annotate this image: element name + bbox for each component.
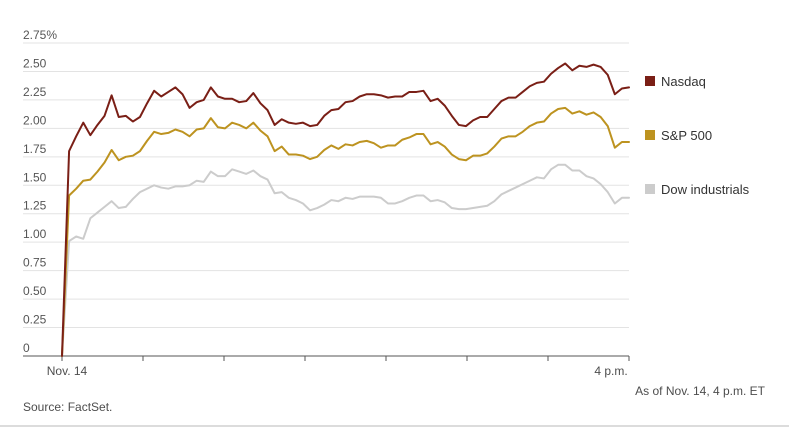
legend-swatch: [645, 184, 655, 194]
series-lines: [61, 62, 630, 357]
series-line-nasdaq: [61, 62, 630, 357]
x-axis: [23, 355, 630, 361]
x-tick-label-start: Nov. 14: [47, 364, 88, 378]
gridlines: [23, 42, 629, 329]
legend-label: Nasdaq: [661, 74, 706, 89]
y-tick-label: 1.00: [23, 227, 47, 241]
legend-label: S&P 500: [661, 128, 712, 143]
y-tick-label: 2.50: [23, 56, 47, 70]
legend-swatch: [645, 130, 655, 140]
y-tick-label: 2.75%: [23, 28, 57, 42]
y-tick-label: 1.50: [23, 170, 47, 184]
timestamp-note: As of Nov. 14, 4 p.m. ET: [635, 384, 765, 398]
y-tick-label: 0.75: [23, 256, 47, 270]
bottom-divider: [0, 425, 789, 427]
y-tick-label: 0: [23, 341, 30, 355]
y-tick-labels: 2.75% 2.50 2.25 2.00 1.75 1.50 1.25 1.00 0.75 0.5…: [23, 28, 57, 355]
y-tick-label: 0.50: [23, 284, 47, 298]
legend-swatch: [645, 76, 655, 86]
x-tick-label-end: 4 p.m.: [594, 364, 627, 378]
legend: Nasdaq S&P 500 Dow industrials: [645, 74, 750, 197]
y-tick-label: 1.25: [23, 199, 47, 213]
series-line-dow-industrials: [61, 163, 630, 357]
legend-label: Dow industrials: [661, 182, 750, 197]
y-tick-label: 0.25: [23, 313, 47, 327]
series-line-s-p-500: [61, 106, 630, 357]
y-tick-label: 1.75: [23, 142, 47, 156]
y-tick-label: 2.00: [23, 113, 47, 127]
y-tick-label: 2.25: [23, 85, 47, 99]
source-note: Source: FactSet.: [23, 400, 112, 414]
